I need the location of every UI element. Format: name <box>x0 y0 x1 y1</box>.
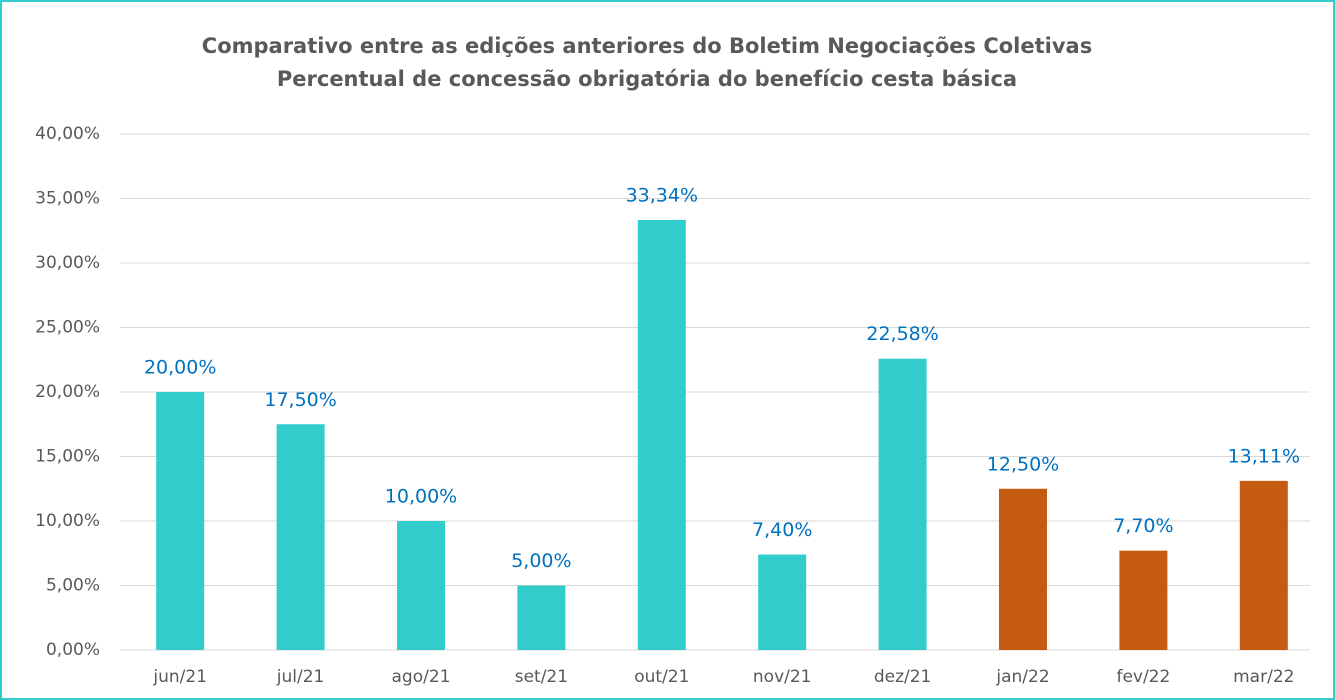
value-label: 22,58% <box>866 323 938 345</box>
bar <box>397 521 445 650</box>
value-label: 12,50% <box>987 453 1059 475</box>
y-tick-label: 40,00% <box>35 124 100 144</box>
y-tick-label: 25,00% <box>35 318 100 338</box>
bar <box>517 585 566 650</box>
y-tick-label: 10,00% <box>35 511 100 531</box>
y-tick-label: 0,00% <box>46 640 100 660</box>
y-tick-label: 35,00% <box>35 189 100 209</box>
x-tick-label: fev/22 <box>1116 667 1170 687</box>
value-label: 33,34% <box>626 184 698 206</box>
bar <box>276 424 325 650</box>
value-label: 13,11% <box>1228 445 1300 467</box>
value-label: 5,00% <box>511 550 571 572</box>
y-tick-label: 30,00% <box>35 253 100 273</box>
y-tick-label: 15,00% <box>35 447 100 467</box>
bar <box>637 219 686 650</box>
bar <box>878 358 927 650</box>
bar <box>1239 480 1288 650</box>
chart-title: Comparativo entre as edições anteriores … <box>202 34 1092 58</box>
x-tick-label: dez/21 <box>874 667 932 687</box>
y-tick-label: 5,00% <box>46 576 100 596</box>
value-label: 10,00% <box>385 486 457 508</box>
value-label: 7,40% <box>752 519 812 541</box>
x-tick-label: mar/22 <box>1233 667 1294 687</box>
x-tick-label: jun/21 <box>152 667 207 687</box>
x-tick-label: jul/21 <box>276 667 325 687</box>
bar <box>758 554 807 650</box>
value-label: 7,70% <box>1113 515 1173 537</box>
x-tick-label: ago/21 <box>392 667 451 687</box>
value-label: 20,00% <box>144 357 216 379</box>
x-tick-label: set/21 <box>515 667 568 687</box>
value-label: 17,50% <box>264 389 336 411</box>
x-tick-label: jan/22 <box>995 667 1049 687</box>
chart-subtitle: Percentual de concessão obrigatória do b… <box>277 67 1017 91</box>
x-tick-label: out/21 <box>634 667 689 687</box>
bar <box>156 392 205 650</box>
bar <box>1119 550 1168 650</box>
x-tick-label: nov/21 <box>753 667 812 687</box>
y-tick-label: 20,00% <box>35 382 100 402</box>
bar <box>999 488 1047 650</box>
